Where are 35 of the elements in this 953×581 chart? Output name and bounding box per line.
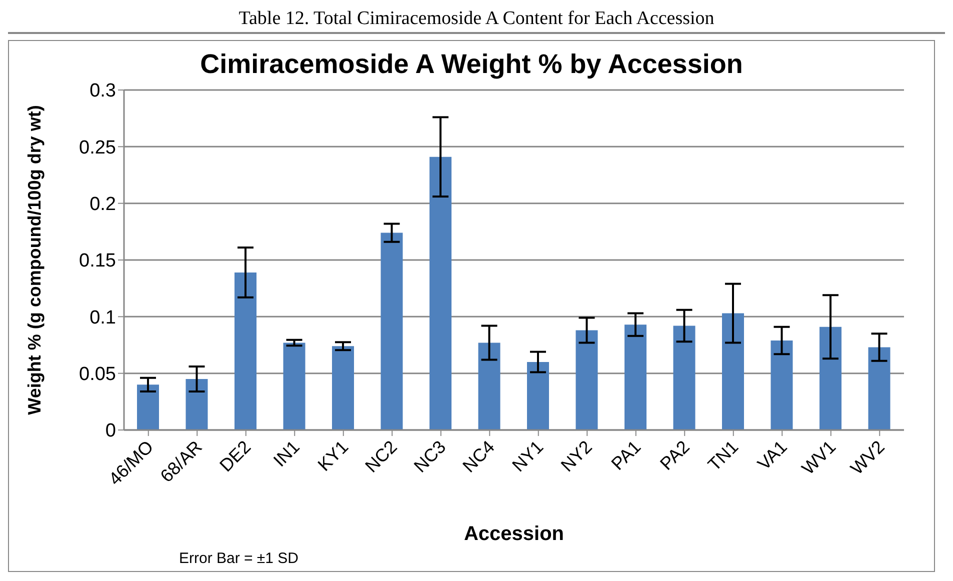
bar (430, 156, 452, 430)
y-tick-label: 0.1 (90, 307, 116, 328)
bar (576, 330, 598, 430)
x-tick-label: PA2 (656, 436, 694, 474)
bar (820, 326, 842, 430)
bar (186, 379, 208, 430)
x-tick-label: NY1 (508, 436, 548, 476)
text: Error Bar = ±1 SD (179, 550, 300, 567)
bar (624, 324, 646, 430)
x-tick-label: PA1 (607, 436, 645, 474)
y-tick-label: 0 (105, 420, 116, 442)
y-axis-title: Weight % (g compound/100g dry wt) (24, 105, 44, 415)
y-tick-label: 0.15 (79, 250, 116, 272)
bar (868, 347, 890, 430)
bar (527, 362, 549, 430)
x-tick-label: KY1 (314, 436, 352, 475)
bar (137, 384, 159, 430)
y-tick-label: 0.05 (79, 364, 116, 386)
bar (283, 342, 306, 430)
bar (722, 313, 744, 430)
bar (332, 346, 354, 430)
x-tick-label: TN1 (704, 436, 742, 475)
bar (478, 342, 500, 430)
y-tick-label: 0.2 (90, 194, 116, 216)
bar (770, 340, 793, 430)
y-tick-label: 0.25 (79, 137, 116, 158)
bar (673, 326, 696, 430)
chart-title: Cimiracemoside A Weight % by Accession (199, 49, 744, 80)
bar (380, 232, 403, 430)
x-tick-label: IN1 (270, 436, 304, 471)
y-tick-label: 0.3 (90, 80, 116, 102)
caption: Table 12. Total Cimiracemoside A Content for Each Accession (8, 8, 945, 34)
x-tick-label: VA1 (754, 436, 791, 474)
bar (234, 272, 256, 430)
x-axis-title: Accession (464, 523, 564, 545)
